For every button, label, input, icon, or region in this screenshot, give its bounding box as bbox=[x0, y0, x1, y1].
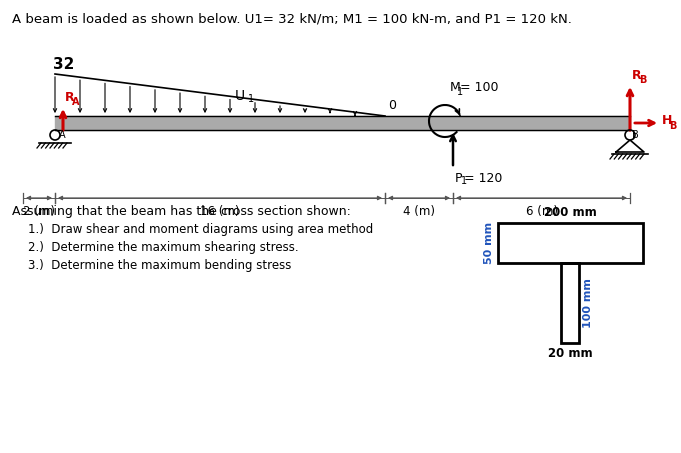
Text: Assuming that the beam has the cross section shown:: Assuming that the beam has the cross sec… bbox=[12, 205, 351, 218]
Text: 50 mm: 50 mm bbox=[484, 222, 494, 264]
Text: 1.)  Draw shear and moment diagrams using area method: 1.) Draw shear and moment diagrams using… bbox=[28, 223, 373, 236]
Text: 1: 1 bbox=[461, 176, 467, 186]
Text: 3.)  Determine the maximum bending stress: 3.) Determine the maximum bending stress bbox=[28, 259, 291, 272]
Text: 6 (m): 6 (m) bbox=[526, 205, 558, 218]
Text: 1: 1 bbox=[248, 94, 254, 104]
Text: M: M bbox=[450, 81, 461, 94]
Text: 2.)  Determine the maximum shearing stress.: 2.) Determine the maximum shearing stres… bbox=[28, 241, 299, 254]
Text: 0: 0 bbox=[388, 99, 396, 112]
Text: H: H bbox=[662, 115, 672, 127]
Text: = 100: = 100 bbox=[460, 81, 498, 94]
Text: R: R bbox=[632, 69, 642, 82]
Text: = 120: = 120 bbox=[464, 172, 503, 185]
Text: 200 mm: 200 mm bbox=[543, 206, 597, 219]
Text: 100 mm: 100 mm bbox=[583, 278, 593, 328]
Text: P: P bbox=[455, 172, 462, 185]
Bar bbox=[498, 223, 643, 263]
Text: U: U bbox=[235, 89, 245, 103]
Text: 4 (m): 4 (m) bbox=[403, 205, 435, 218]
Bar bbox=[561, 263, 579, 343]
Text: B: B bbox=[669, 121, 676, 131]
Text: A beam is loaded as shown below. U1= 32 kN/m; M1 = 100 kN-m, and P1 = 120 kN.: A beam is loaded as shown below. U1= 32 … bbox=[12, 12, 572, 25]
Text: R: R bbox=[65, 91, 75, 104]
Text: 2 (m): 2 (m) bbox=[23, 205, 55, 218]
Text: 32: 32 bbox=[53, 57, 74, 72]
Text: B: B bbox=[632, 130, 639, 140]
Text: 1: 1 bbox=[457, 87, 463, 97]
Text: 16 (m): 16 (m) bbox=[200, 205, 240, 218]
Text: 20 mm: 20 mm bbox=[548, 347, 592, 360]
Text: A: A bbox=[72, 97, 80, 107]
Text: A: A bbox=[59, 130, 65, 140]
Text: B: B bbox=[639, 75, 646, 85]
